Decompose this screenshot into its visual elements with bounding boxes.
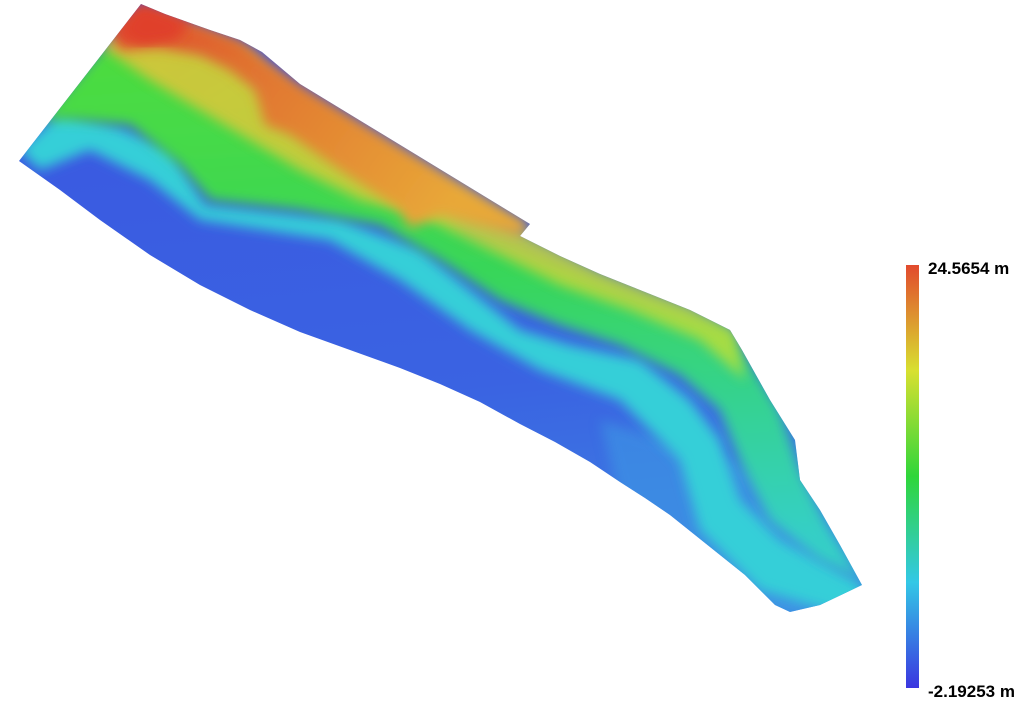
legend-min-label: -2.19253 m [928,682,1015,701]
legend-max-label: 24.5654 m [928,259,1010,278]
elevation-color-scale [906,265,919,688]
